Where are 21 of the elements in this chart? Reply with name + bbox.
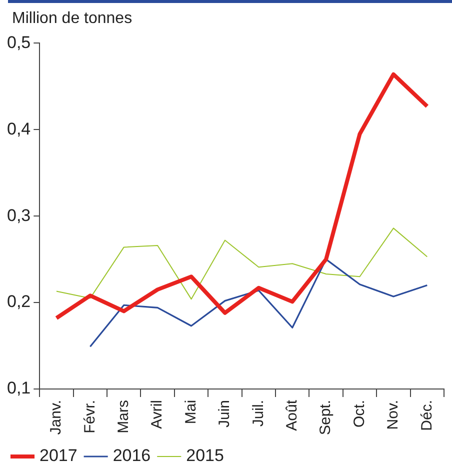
y-tick-label: 0,5	[6, 32, 31, 52]
x-tick-label: Sept.	[317, 400, 334, 436]
x-tick-label: Déc.	[418, 400, 436, 431]
x-tick-label: Oct.	[350, 400, 368, 428]
x-tick-label: Mars	[115, 400, 132, 434]
x-tick-label: Juil.	[250, 400, 267, 427]
y-tick-label: 0,2	[6, 292, 31, 312]
y-tick-label: 0,3	[6, 206, 31, 225]
y-tick-label: 0,4	[6, 119, 31, 138]
x-tick-label: Mai	[182, 400, 200, 424]
x-tick-label: Janv.	[48, 400, 65, 435]
x-tick-label: Nov.	[384, 400, 402, 430]
y-tick-label: 0,1	[6, 378, 31, 398]
y-axis-title: Million de tonnes	[12, 10, 132, 28]
x-tick-label: Août	[284, 399, 301, 431]
x-tick-label: Avril	[148, 400, 166, 429]
legend-label: 2016	[112, 446, 151, 466]
legend-label: 2017	[40, 446, 78, 466]
legend-label: 2015	[186, 446, 224, 466]
x-tick-label: Févr.	[81, 400, 98, 434]
x-tick-label: Juin	[216, 400, 234, 428]
